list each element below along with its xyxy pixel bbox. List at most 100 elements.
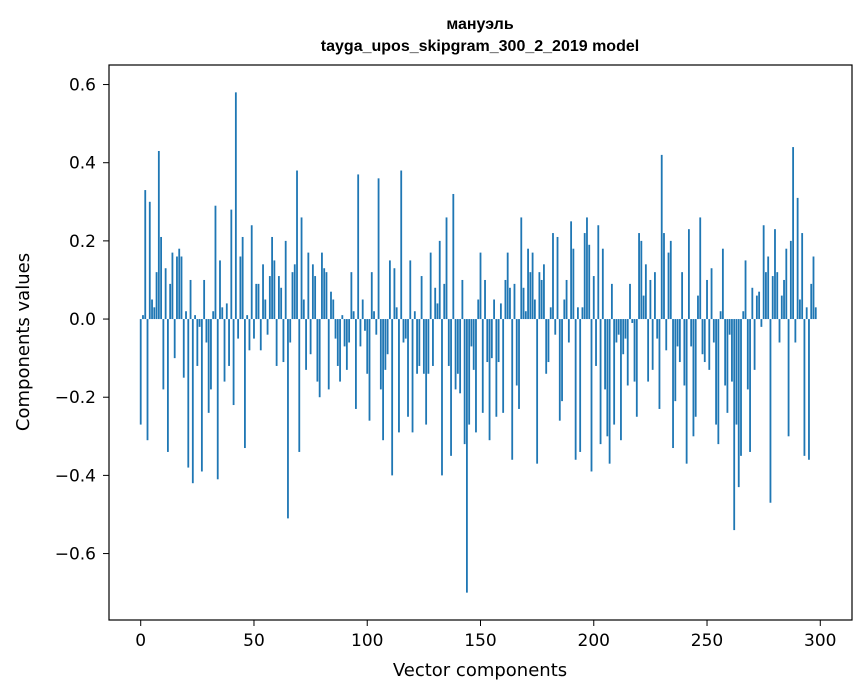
y-axis-label: Components values xyxy=(13,253,34,431)
bar xyxy=(300,217,303,320)
bar xyxy=(259,319,262,351)
bar xyxy=(586,217,588,320)
bar xyxy=(212,311,215,320)
bar xyxy=(547,319,550,363)
bar xyxy=(674,319,677,402)
bar xyxy=(533,299,536,320)
bar xyxy=(445,217,448,320)
y-tick-label: −0.2 xyxy=(55,388,96,408)
bar xyxy=(379,319,382,390)
bar xyxy=(157,150,160,320)
bar xyxy=(617,319,620,335)
bar xyxy=(266,319,269,335)
bar xyxy=(287,319,289,519)
bar xyxy=(692,319,695,437)
bar xyxy=(284,240,287,320)
x-axis-label: Vector components xyxy=(393,660,567,681)
bar xyxy=(180,256,183,320)
bar xyxy=(543,264,545,320)
bar xyxy=(685,319,688,464)
bar xyxy=(221,307,224,320)
chart-subtitle: tayga_upos_skipgram_300_2_2019 model xyxy=(321,38,639,55)
bar xyxy=(316,319,319,382)
bar xyxy=(604,319,606,390)
bar-series xyxy=(139,92,817,593)
bar xyxy=(411,319,414,433)
bar xyxy=(493,299,495,320)
bar xyxy=(325,272,328,320)
bar xyxy=(592,276,595,320)
chart-title: мануэль xyxy=(446,16,513,33)
bar xyxy=(549,307,552,320)
bar xyxy=(323,268,326,320)
bar xyxy=(570,221,573,320)
bar xyxy=(225,303,228,320)
bar xyxy=(751,287,754,320)
bar xyxy=(536,319,539,464)
bar xyxy=(708,319,711,370)
bar xyxy=(794,319,797,343)
bar xyxy=(151,299,153,320)
bar xyxy=(418,319,421,366)
bar xyxy=(635,319,638,417)
bar xyxy=(420,276,423,320)
bar xyxy=(429,252,432,320)
bar xyxy=(740,319,742,456)
bar xyxy=(361,299,364,320)
bar xyxy=(583,233,586,320)
x-tick-label: 200 xyxy=(578,631,610,651)
bar xyxy=(733,319,736,531)
bar xyxy=(527,248,529,320)
bar xyxy=(626,319,629,386)
bar xyxy=(522,287,525,320)
bar xyxy=(735,319,738,425)
bar xyxy=(441,319,443,476)
bar xyxy=(402,319,405,343)
bar xyxy=(339,319,341,382)
bar xyxy=(479,252,482,320)
bar xyxy=(597,225,600,320)
y-tick-label: 0.4 xyxy=(69,154,96,174)
bar xyxy=(520,217,523,320)
bar xyxy=(796,197,799,320)
bar xyxy=(803,319,806,456)
bar xyxy=(687,229,690,320)
bar xyxy=(461,279,464,320)
bar xyxy=(540,279,543,320)
bar xyxy=(384,319,387,370)
bar xyxy=(178,248,181,320)
bar xyxy=(153,307,156,320)
y-tick-label: −0.4 xyxy=(55,466,96,486)
bar xyxy=(710,268,713,320)
bar xyxy=(760,319,763,327)
bar xyxy=(173,319,176,359)
bar xyxy=(228,319,230,366)
bar xyxy=(565,279,568,320)
bar xyxy=(350,272,353,320)
bar xyxy=(262,264,264,320)
bar xyxy=(601,248,604,320)
bar xyxy=(610,283,613,320)
bar xyxy=(719,311,722,320)
bar xyxy=(250,225,253,320)
bar xyxy=(275,319,278,366)
bar xyxy=(214,205,217,320)
bar xyxy=(162,319,165,390)
bar xyxy=(502,319,505,413)
bar xyxy=(798,299,801,320)
bar xyxy=(801,233,804,320)
bar xyxy=(518,319,520,409)
bar xyxy=(778,319,781,343)
bar xyxy=(466,319,468,593)
bar xyxy=(588,244,591,320)
bar xyxy=(352,311,355,320)
bar xyxy=(787,319,790,437)
bar xyxy=(291,272,294,320)
bar xyxy=(647,319,650,382)
bar xyxy=(789,240,792,320)
bar xyxy=(744,260,747,320)
y-tick-label: −0.6 xyxy=(55,545,96,565)
bar xyxy=(608,319,611,464)
bar xyxy=(332,299,335,320)
bar xyxy=(667,252,670,320)
